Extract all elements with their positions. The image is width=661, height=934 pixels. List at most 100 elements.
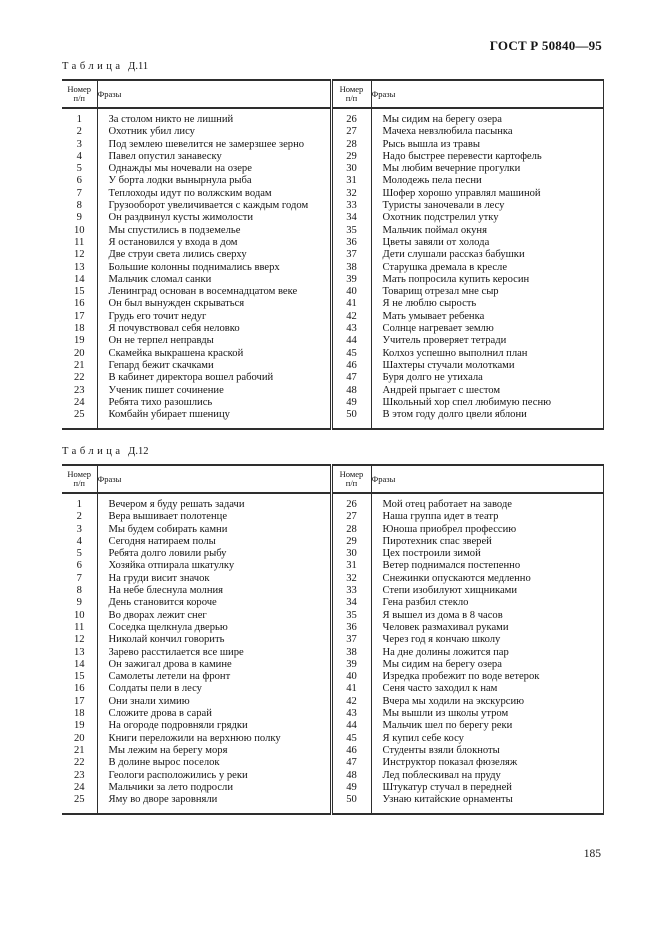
table-title-number: Д.12: [128, 446, 149, 457]
table-row: 10 Мы спустились в подземелье 35 Мальчик по…: [62, 224, 604, 237]
phrase-cell: Я почувствовал себя неловко: [97, 323, 333, 336]
phrase-cell: Шофер хорошо управлял машиной: [371, 187, 604, 201]
table-row: 22 В кабинет директора вошел рабочий 47 Бур…: [62, 372, 604, 385]
row-number-cell: 47: [331, 372, 372, 385]
row-number-cell: 45: [331, 732, 372, 745]
phrase-cell: Гена разбил стекло: [371, 597, 604, 610]
table-row: 20 Скамейка выкрашена краской 45 Колхоз усп…: [62, 347, 604, 360]
column-header-phrases: Фразы: [371, 465, 604, 493]
row-number-cell: 3: [62, 523, 98, 536]
row-number-cell: 10: [62, 224, 98, 237]
phrase-cell: Школьный хор спел любимую песню: [371, 396, 604, 410]
standard-header: ГОСТ Р 50840—95: [489, 38, 602, 53]
row-number-cell: 36: [331, 621, 372, 635]
row-number-cell: 42: [331, 310, 372, 324]
table-title-word: Таблица: [62, 446, 124, 457]
table-title: Таблица Д.12: [62, 446, 603, 457]
row-number-cell: 17: [62, 695, 98, 709]
phrase-cell: Пиротехник спас зверей: [371, 535, 604, 549]
phrase-cell: Мальчик шел по берегу реки: [371, 720, 604, 733]
table-row: 1 За столом никто не лишний 26 Мы сидим на …: [62, 108, 604, 127]
table-row: 2 Охотник убил лису 27 Мачеха невзлюбила па…: [62, 126, 604, 139]
phrase-cell: Две струи света лились сверху: [97, 249, 333, 262]
row-number-cell: 14: [62, 273, 98, 287]
phrase-cell: У борта лодки вынырнула рыба: [97, 175, 333, 188]
row-number-cell: 18: [62, 323, 98, 336]
phrase-cell: Солдаты пели в лесу: [97, 683, 333, 696]
phrase-cell: Мальчик сломал санки: [97, 273, 333, 287]
row-number-cell: 23: [62, 384, 98, 397]
row-number-cell: 1: [62, 108, 98, 127]
row-number-cell: 48: [331, 384, 372, 397]
column-header-phrases: Фразы: [97, 465, 333, 493]
table-row: 8 Грузооборот увеличивается с каждым годо…: [62, 200, 604, 213]
phrase-cell: Он не терпел неправды: [97, 335, 333, 348]
table-row: 16 Солдаты пели в лесу 41 Сеня часто заходи…: [62, 683, 604, 696]
row-number-cell: 33: [331, 200, 372, 213]
row-number-cell: 5: [62, 163, 98, 176]
row-number-cell: 5: [62, 548, 98, 561]
table-row: 9 Он раздвинул кусты жимолости 34 Охотник п…: [62, 212, 604, 225]
row-number-cell: 14: [62, 658, 98, 672]
table-row: 18 Я почувствовал себя неловко 43 Солнце на…: [62, 323, 604, 336]
table-row: 5 Ребята долго ловили рыбу 30 Цех построили…: [62, 548, 604, 561]
phrase-cell: Он зажигал дрова в камине: [97, 658, 333, 672]
phrase-cell: Мать попросила купить керосин: [371, 273, 604, 287]
row-number-cell: 35: [331, 609, 372, 622]
phrase-cell: Мы вышли из школы утром: [371, 708, 604, 721]
phrase-cell: Товарищ отрезал мне сыр: [371, 286, 604, 299]
row-number-cell: 8: [62, 585, 98, 598]
row-number-cell: 15: [62, 671, 98, 684]
phrase-cell: Вера вышивает полотенце: [97, 511, 333, 524]
row-number-cell: 37: [331, 634, 372, 647]
row-number-cell: 19: [62, 335, 98, 348]
header-row: Номер п/п Фразы Номер п/п Фразы: [62, 80, 604, 108]
row-number-cell: 43: [331, 323, 372, 336]
phrase-cell: Скамейка выкрашена краской: [97, 347, 333, 360]
table-row: 2 Вера вышивает полотенце 27 Наша группа ид…: [62, 511, 604, 524]
table-row: 16 Он был вынужден скрываться 41 Я не люблю…: [62, 298, 604, 311]
table-row: 10 Во дворах лежит снег 35 Я вышел из дома …: [62, 609, 604, 622]
row-number-cell: 47: [331, 757, 372, 770]
row-number-cell: 39: [331, 273, 372, 287]
header-number-line1: Номер: [67, 84, 92, 94]
row-number-cell: 2: [62, 511, 98, 524]
phrase-cell: Андрей прыгает с шестом: [371, 384, 604, 397]
phrase-cell: Инструктор показал фюзеляж: [371, 757, 604, 770]
row-number-cell: 28: [331, 138, 372, 151]
column-header-phrases: Фразы: [97, 80, 333, 108]
row-number-cell: 40: [331, 671, 372, 684]
phrase-cell: Я вышел из дома в 8 часов: [371, 609, 604, 622]
phrase-cell: Рысь вышла из травы: [371, 138, 604, 151]
table-row: 24 Мальчики за лето подросли 49 Штукатур ст…: [62, 781, 604, 795]
row-number-cell: 41: [331, 683, 372, 696]
phrase-cell: Шахтеры стучали молотками: [371, 359, 604, 373]
table-row: 4 Павел опустил занавеску 29 Надо быстрее п…: [62, 150, 604, 164]
phrase-cell: Ленинград основан в восемнадцатом веке: [97, 286, 333, 299]
phrase-cell: Туристы заночевали в лесу: [371, 200, 604, 213]
phrase-cell: В кабинет директора вошел рабочий: [97, 372, 333, 385]
header-number-line2: п/п: [73, 478, 85, 488]
table-title-number: Д.11: [128, 61, 149, 72]
column-header-number: Номер п/п: [62, 465, 98, 493]
row-number-cell: 32: [331, 187, 372, 201]
table-row: 12 Николай кончил говорить 37 Через год я к…: [62, 634, 604, 647]
phrase-cell: Ветер поднимался постепенно: [371, 560, 604, 573]
row-number-cell: 13: [62, 261, 98, 274]
column-header-number: Номер п/п: [62, 80, 98, 108]
table-row: 24 Ребята тихо разошлись 49 Школьный хор сп…: [62, 396, 604, 410]
table-row: 11 Я остановился у входа в дом 36 Цветы зав…: [62, 236, 604, 250]
phrase-cell: На огороде подровняли грядки: [97, 720, 333, 733]
phrase-cell: Надо быстрее перевести картофель: [371, 150, 604, 164]
row-number-cell: 31: [331, 560, 372, 573]
phrase-cell: На небе блеснула молния: [97, 585, 333, 598]
phrase-cell: Наша группа идет в театр: [371, 511, 604, 524]
phrase-cell: Сеня часто заходил к нам: [371, 683, 604, 696]
row-number-cell: 32: [331, 572, 372, 586]
row-number-cell: 41: [331, 298, 372, 311]
row-number-cell: 11: [62, 621, 98, 635]
row-number-cell: 19: [62, 720, 98, 733]
row-number-cell: 49: [331, 781, 372, 795]
